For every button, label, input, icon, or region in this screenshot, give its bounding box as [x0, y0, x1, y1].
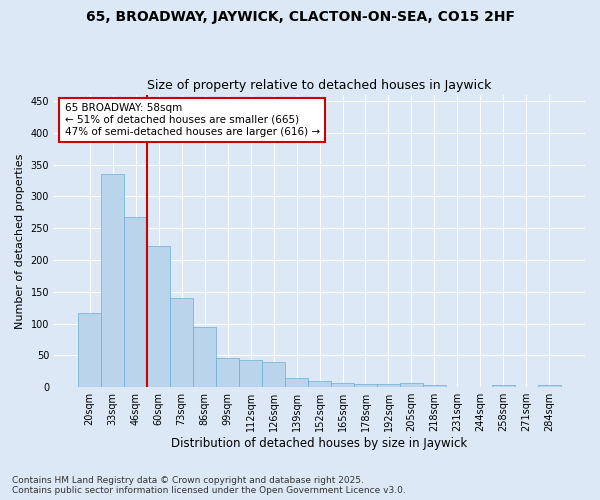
Bar: [78, 314, 101, 387]
Text: 65 BROADWAY: 58sqm
← 51% of detached houses are smaller (665)
47% of semi-detach: 65 BROADWAY: 58sqm ← 51% of detached hou…: [65, 104, 320, 136]
Bar: [331, 384, 354, 387]
Bar: [538, 386, 561, 387]
Bar: [193, 328, 216, 387]
Bar: [308, 382, 331, 387]
Bar: [262, 362, 285, 387]
Bar: [400, 384, 423, 387]
Text: Contains HM Land Registry data © Crown copyright and database right 2025.
Contai: Contains HM Land Registry data © Crown c…: [12, 476, 406, 495]
Bar: [492, 386, 515, 387]
Bar: [377, 384, 400, 387]
Bar: [239, 360, 262, 387]
Bar: [147, 246, 170, 387]
Bar: [285, 378, 308, 387]
Bar: [101, 174, 124, 387]
Bar: [124, 216, 147, 387]
Text: 65, BROADWAY, JAYWICK, CLACTON-ON-SEA, CO15 2HF: 65, BROADWAY, JAYWICK, CLACTON-ON-SEA, C…: [86, 10, 515, 24]
X-axis label: Distribution of detached houses by size in Jaywick: Distribution of detached houses by size …: [172, 437, 467, 450]
Title: Size of property relative to detached houses in Jaywick: Size of property relative to detached ho…: [148, 79, 492, 92]
Bar: [354, 384, 377, 387]
Bar: [423, 386, 446, 387]
Bar: [170, 298, 193, 387]
Y-axis label: Number of detached properties: Number of detached properties: [15, 153, 25, 328]
Bar: [216, 358, 239, 387]
